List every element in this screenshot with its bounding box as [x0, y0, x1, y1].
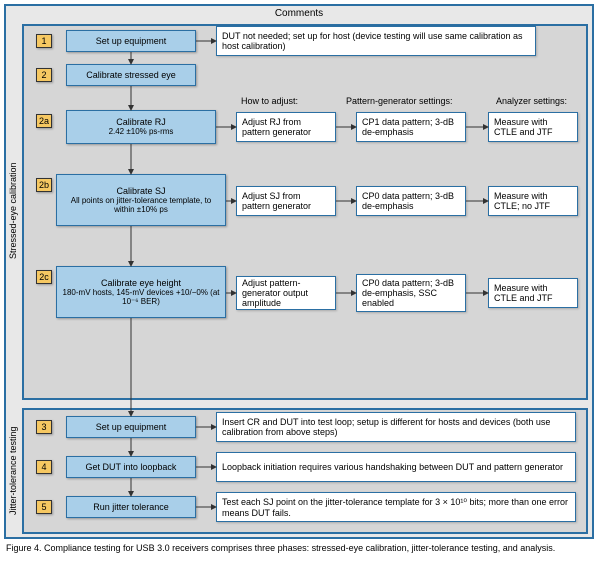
- colhdr-analyzer: Analyzer settings:: [496, 96, 567, 106]
- step5-title: Run jitter tolerance: [93, 502, 169, 512]
- step1-title: Set up equipment: [96, 36, 167, 46]
- step2c-analyzer: Measure with CTLE and JTF: [488, 278, 578, 308]
- step4-num: 4: [36, 460, 52, 474]
- step2b-howto: Adjust SJ from pattern generator: [236, 186, 336, 216]
- step5-num: 5: [36, 500, 52, 514]
- step2a-box: Calibrate RJ 2.42 ±10% ps-rms: [66, 110, 216, 144]
- step2a-pattern: CP1 data pattern; 3-dB de-emphasis: [356, 112, 466, 142]
- step2b-box: Calibrate SJ All points on jitter-tolera…: [56, 174, 226, 226]
- step2a-analyzer: Measure with CTLE and JTF: [488, 112, 578, 142]
- step2c-box: Calibrate eye height 180-mV hosts, 145-m…: [56, 266, 226, 318]
- step2c-title: Calibrate eye height: [101, 278, 181, 288]
- step3-num: 3: [36, 420, 52, 434]
- step3-title: Set up equipment: [96, 422, 167, 432]
- step4-title: Get DUT into loopback: [86, 462, 177, 472]
- step2b-pattern: CP0 data pattern; 3-dB de-emphasis: [356, 186, 466, 216]
- colhdr-pattern: Pattern-generator settings:: [346, 96, 453, 106]
- step1-comment: DUT not needed; set up for host (device …: [216, 26, 536, 56]
- step2a-howto: Adjust RJ from pattern generator: [236, 112, 336, 142]
- figure-caption: Figure 4. Compliance testing for USB 3.0…: [6, 543, 581, 554]
- step4-box: Get DUT into loopback: [66, 456, 196, 478]
- step3-comment: Insert CR and DUT into test loop; setup …: [216, 412, 576, 442]
- diagram-outer: Comments Stressed-eye calibration Jitter…: [4, 4, 594, 539]
- comments-header: Comments: [6, 6, 592, 21]
- colhdr-howto: How to adjust:: [241, 96, 298, 106]
- step2-num: 2: [36, 68, 52, 82]
- step2b-num: 2b: [36, 178, 52, 192]
- step2c-sub: 180-mV hosts, 145-mV devices +10/−0% (at…: [61, 288, 221, 306]
- step4-comment: Loopback initiation requires various han…: [216, 452, 576, 482]
- section-jitter-label: Jitter-tolerance testing: [8, 416, 18, 526]
- step2a-num: 2a: [36, 114, 52, 128]
- step2c-pattern: CP0 data pattern; 3-dB de-emphasis, SSC …: [356, 274, 466, 312]
- step1-box: Set up equipment: [66, 30, 196, 52]
- step1-num: 1: [36, 34, 52, 48]
- step5-comment: Test each SJ point on the jitter-toleran…: [216, 492, 576, 522]
- step5-box: Run jitter tolerance: [66, 496, 196, 518]
- step2b-title: Calibrate SJ: [116, 186, 165, 196]
- section-stressed-label: Stressed-eye calibration: [8, 126, 18, 296]
- step2-title: Calibrate stressed eye: [86, 70, 176, 80]
- step2-box: Calibrate stressed eye: [66, 64, 196, 86]
- step3-box: Set up equipment: [66, 416, 196, 438]
- step2a-title: Calibrate RJ: [116, 117, 166, 127]
- step2b-analyzer: Measure with CTLE; no JTF: [488, 186, 578, 216]
- step2c-num: 2c: [36, 270, 52, 284]
- step2b-sub: All points on jitter-tolerance template,…: [61, 196, 221, 214]
- step2a-sub: 2.42 ±10% ps-rms: [109, 127, 174, 136]
- step2c-howto: Adjust pattern-generator output amplitud…: [236, 276, 336, 310]
